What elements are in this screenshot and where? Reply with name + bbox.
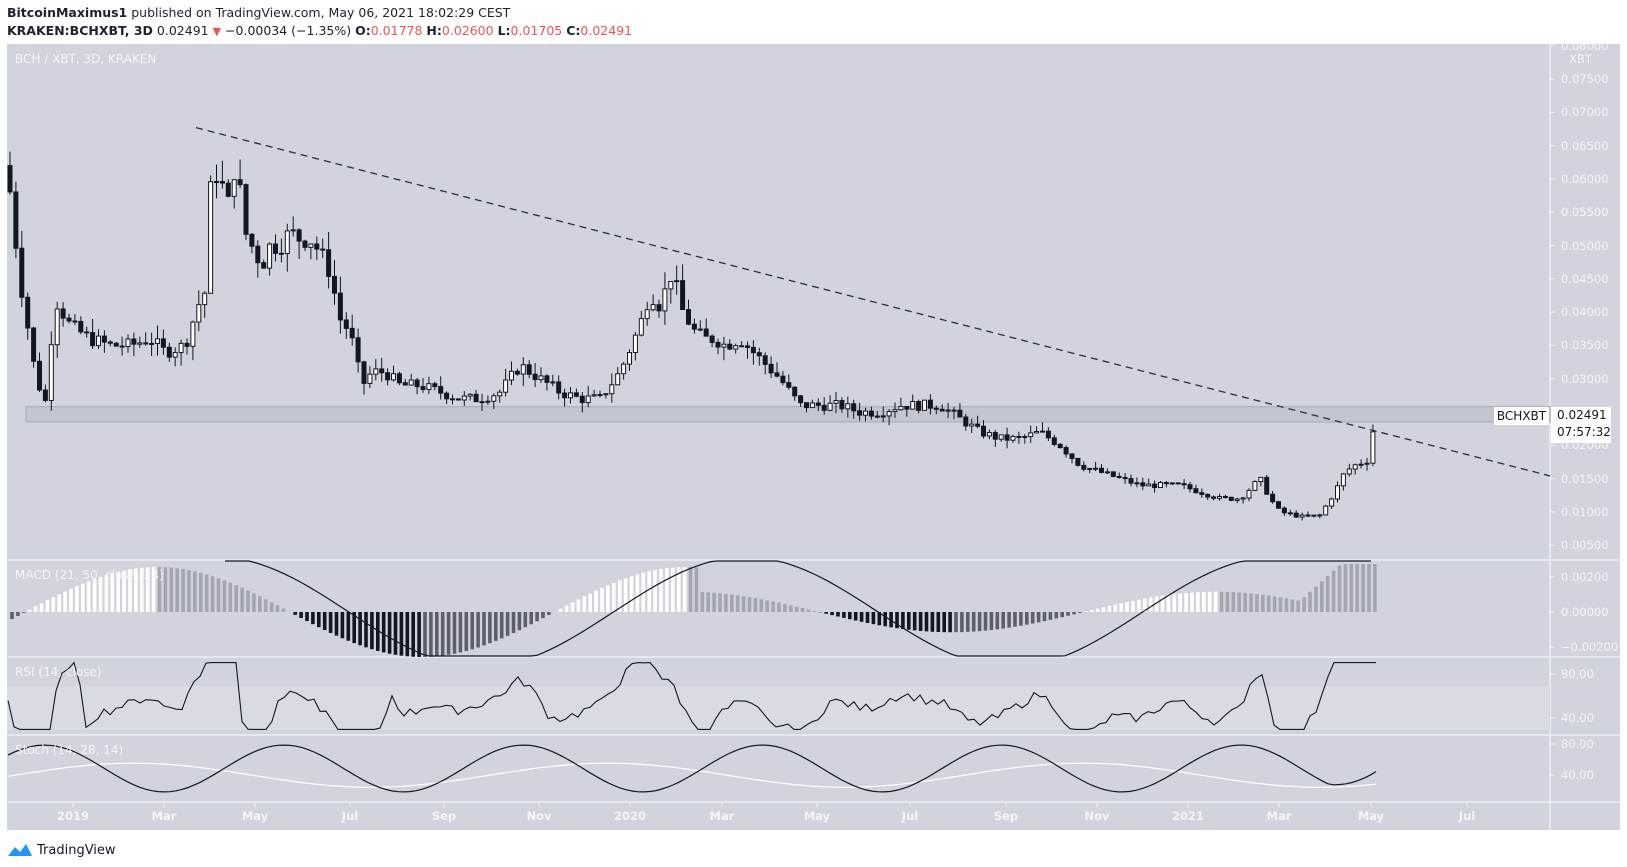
symbol-line: KRAKEN:BCHXBT, 3D (7, 23, 153, 38)
time-tick: May (241, 809, 269, 823)
time-tick: Mar (151, 809, 177, 823)
price-tick: 0.05000 (1561, 238, 1609, 253)
ohlc-legend: KRAKEN:BCHXBT, 3D 0.02491 ▼ −0.00034 (−1… (7, 23, 632, 38)
stoch-tick: 40.00 (1561, 768, 1594, 782)
time-tick: May (803, 809, 831, 823)
axis-unit: XBT (1569, 52, 1592, 66)
low-value: 0.01705 (510, 23, 563, 38)
price-tick: 0.06500 (1561, 138, 1609, 153)
rsi-pane-title: RSI (14, close) (15, 665, 102, 679)
macd-pane-title: MACD (21, 50, close, 24) (15, 568, 164, 582)
current-price-tag: 0.02491 07:57:32 (1551, 407, 1611, 443)
open-value: 0.01778 (370, 23, 423, 38)
bar-countdown: 07:57:32 (1557, 425, 1611, 439)
time-tick: May (1357, 809, 1385, 823)
time-tick: Jul (1458, 809, 1476, 823)
last-price: 0.02491 (156, 23, 209, 38)
open-label: O: (355, 23, 371, 38)
time-tick: Sep (993, 809, 1019, 823)
time-tick: 2020 (613, 809, 647, 823)
down-arrow-icon: ▼ (212, 25, 222, 38)
rsi-tick: 40.00 (1561, 711, 1594, 725)
high-label: H: (426, 23, 442, 38)
price-change: −0.00034 (−1.35%) (225, 23, 352, 38)
macd-tick: 0.00200 (1561, 570, 1609, 584)
price-tick: 0.01000 (1561, 504, 1609, 519)
time-tick: Jul (901, 809, 919, 823)
price-tick: 0.05500 (1561, 205, 1609, 220)
macd-tick: 0.00000 (1561, 605, 1609, 619)
current-price: 0.02491 (1557, 408, 1607, 422)
symbol-tag: BCHXBT (1494, 407, 1549, 425)
time-tick: Jul (341, 809, 359, 823)
price-tick: 0.06000 (1561, 171, 1609, 186)
close-value: 0.02491 (580, 23, 633, 38)
close-label: C: (566, 23, 581, 38)
candles (7, 151, 1376, 521)
price-tick: 0.03500 (1561, 338, 1609, 353)
main-pane-title: BCH / XBT, 3D, KRAKEN (15, 52, 157, 66)
price-tick: 0.08000 (1561, 38, 1609, 53)
price-tick: 0.04000 (1561, 305, 1609, 320)
stoch-pane-title: Stoch (14, 28, 14) (15, 743, 124, 757)
tradingview-logo-icon (8, 844, 32, 856)
stoch-tick: 80.00 (1561, 737, 1594, 751)
low-label: L: (497, 23, 511, 38)
price-tick: 0.07000 (1561, 105, 1609, 120)
time-tick: 2019 (56, 809, 90, 823)
tradingview-logo-text: TradingView (37, 842, 116, 858)
time-tick: Nov (526, 809, 552, 823)
high-value: 0.02600 (441, 23, 494, 38)
time-tick: 2021 (1171, 809, 1205, 823)
rsi-tick: 80.00 (1561, 667, 1594, 681)
publish-text: published on TradingView.com, May 06, 20… (131, 5, 511, 20)
price-tick: 0.04500 (1561, 271, 1609, 286)
macd-tick: −0.00200 (1561, 640, 1619, 654)
publisher-name: BitcoinMaximus1 (7, 5, 128, 20)
macd-histogram (10, 564, 1377, 657)
price-tick: 0.01500 (1561, 471, 1609, 486)
tradingview-logo[interactable]: TradingView (7, 842, 116, 858)
publish-info: BitcoinMaximus1 published on TradingView… (7, 5, 510, 20)
time-tick: Mar (1266, 809, 1292, 823)
time-tick: Mar (709, 809, 735, 823)
price-tick: 0.03000 (1561, 371, 1609, 386)
time-tick: Sep (431, 809, 457, 823)
time-tick: Nov (1084, 809, 1110, 823)
price-tick: 0.00500 (1561, 538, 1609, 553)
price-tick: 0.07500 (1561, 72, 1609, 86)
